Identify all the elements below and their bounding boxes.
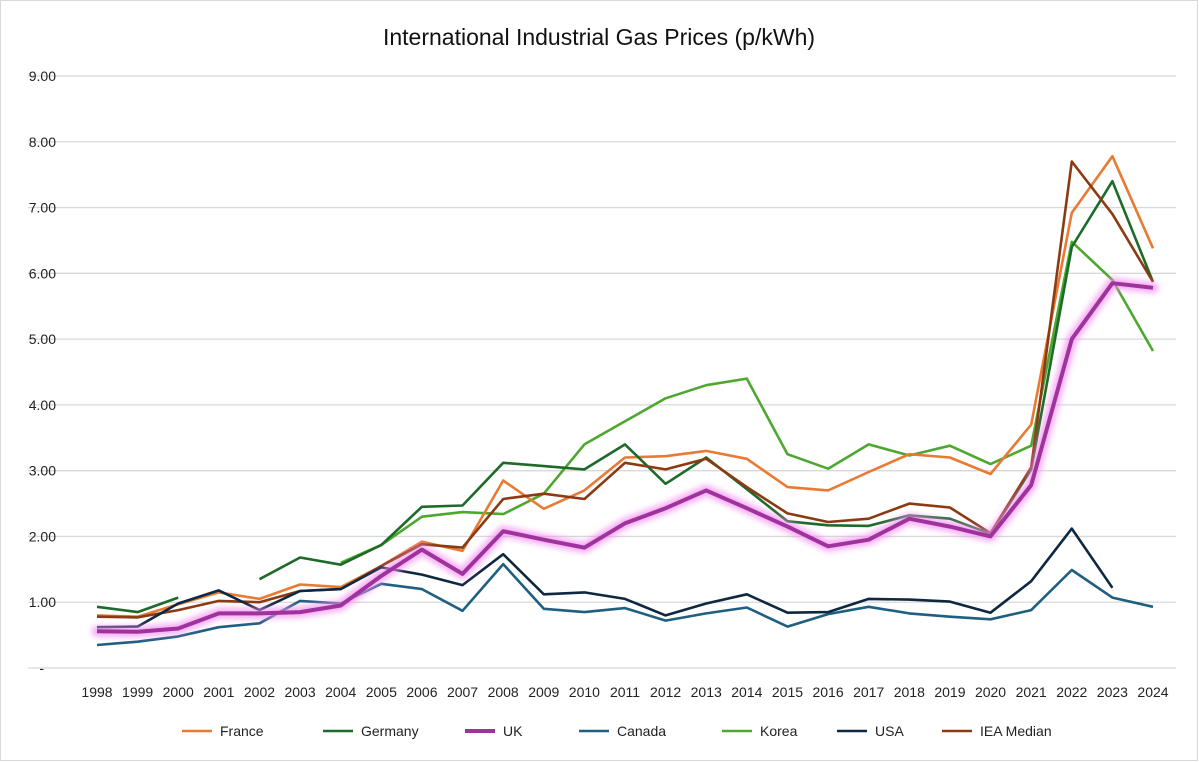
legend-item-usa[interactable]: USA — [837, 723, 904, 739]
x-tick-label: 2001 — [203, 684, 234, 700]
x-tick-label: 2021 — [1016, 684, 1047, 700]
x-tick-label: 2010 — [569, 684, 600, 700]
chart-title: International Industrial Gas Prices (p/k… — [383, 24, 815, 50]
legend-label: IEA Median — [980, 723, 1052, 739]
legend-item-iea-median[interactable]: IEA Median — [942, 723, 1052, 739]
y-tick-label: 1.00 — [29, 594, 56, 610]
y-tick-label: 6.00 — [29, 265, 56, 281]
legend-label: USA — [875, 723, 904, 739]
x-tick-label: 2017 — [853, 684, 884, 700]
legend-item-canada[interactable]: Canada — [579, 723, 666, 739]
series-usa — [96, 527, 1114, 629]
y-tick-label: 4.00 — [29, 397, 56, 413]
x-tick-label: 2023 — [1097, 684, 1128, 700]
x-tick-label: 2004 — [325, 684, 356, 700]
x-tick-label: 2014 — [731, 684, 762, 700]
x-tick-label: 2024 — [1137, 684, 1168, 700]
legend-label: UK — [503, 723, 523, 739]
x-tick-label: 1999 — [122, 684, 153, 700]
legend-label: Germany — [361, 723, 419, 739]
legend-label: France — [220, 723, 264, 739]
x-tick-label: 2018 — [894, 684, 925, 700]
y-tick-label: 8.00 — [29, 134, 56, 150]
y-tick-label: - — [39, 660, 44, 676]
series-line — [96, 527, 1114, 629]
x-tick-label: 2012 — [650, 684, 681, 700]
legend-label: Korea — [760, 723, 798, 739]
x-tick-label: 2008 — [488, 684, 519, 700]
y-tick-label: 9.00 — [29, 68, 56, 84]
y-tick-label: 7.00 — [29, 200, 56, 216]
x-tick-label: 2016 — [812, 684, 843, 700]
x-tick-label: 2020 — [975, 684, 1006, 700]
legend-item-france[interactable]: France — [182, 723, 264, 739]
x-tick-label: 2005 — [366, 684, 397, 700]
x-tick-label: 2003 — [284, 684, 315, 700]
legend-label: Canada — [617, 723, 666, 739]
y-tick-label: 5.00 — [29, 331, 56, 347]
y-tick-label: 2.00 — [29, 528, 56, 544]
x-tick-label: 1998 — [81, 684, 112, 700]
x-tick-label: 2015 — [772, 684, 803, 700]
x-tick-label: 2002 — [244, 684, 275, 700]
legend-item-korea[interactable]: Korea — [722, 723, 798, 739]
x-tick-label: 2000 — [163, 684, 194, 700]
legend-item-germany[interactable]: Germany — [323, 723, 419, 739]
x-tick-label: 2022 — [1056, 684, 1087, 700]
series-uk — [91, 277, 1159, 638]
y-tick-label: 3.00 — [29, 463, 56, 479]
x-tick-label: 2011 — [610, 684, 640, 700]
x-tick-label: 2007 — [447, 684, 478, 700]
x-tick-label: 2006 — [406, 684, 437, 700]
x-tick-label: 2009 — [528, 684, 559, 700]
legend-item-uk[interactable]: UK — [465, 723, 523, 739]
x-tick-label: 2013 — [691, 684, 722, 700]
x-tick-label: 2019 — [934, 684, 965, 700]
